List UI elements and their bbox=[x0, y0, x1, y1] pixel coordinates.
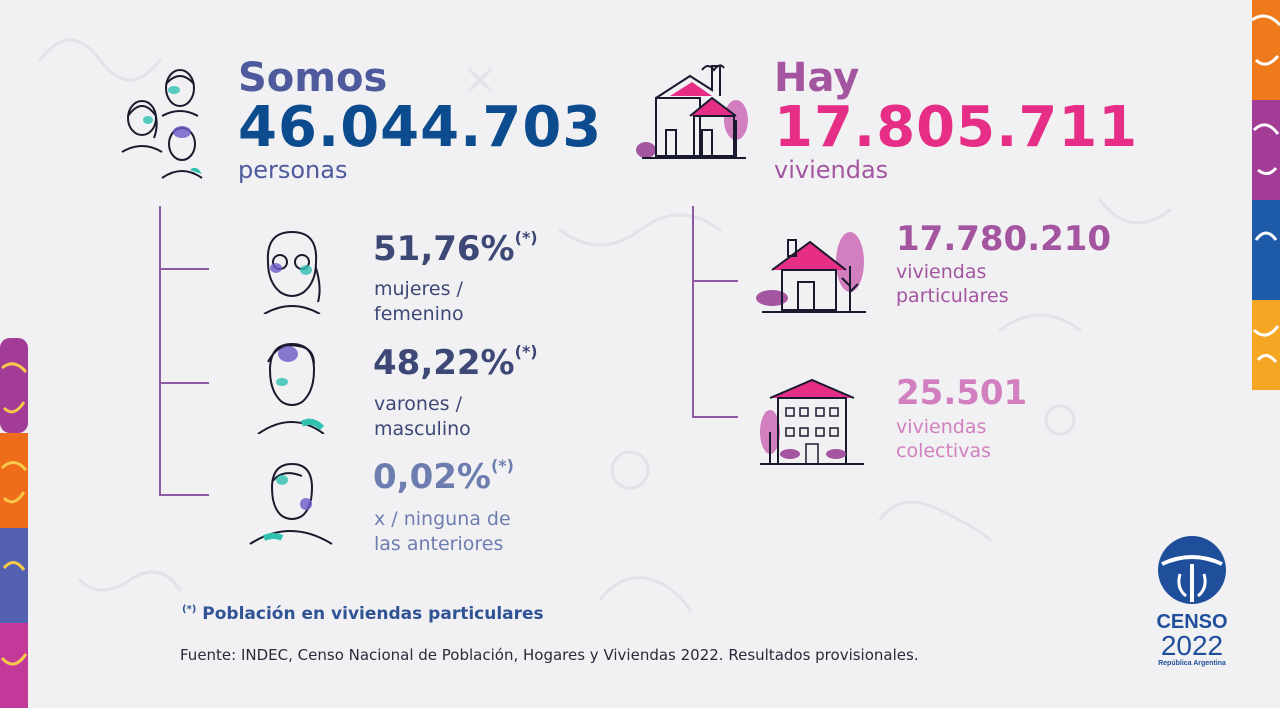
population-tree-branch bbox=[159, 268, 209, 270]
house-icon bbox=[756, 232, 866, 313]
men-label: varones / masculino bbox=[374, 393, 471, 440]
private-dwellings-value: 17.780.210 bbox=[896, 219, 1112, 259]
building-icon bbox=[760, 378, 864, 465]
people-group-icon bbox=[121, 69, 203, 179]
person-x-icon bbox=[249, 462, 333, 545]
men-percent: 48,22%(*) bbox=[373, 342, 538, 383]
housing-total: 17.805.711 bbox=[774, 95, 1139, 160]
population-tree-branch bbox=[159, 494, 209, 496]
housing-tree-branch bbox=[692, 416, 738, 418]
logo-word: CENSO bbox=[1156, 611, 1228, 633]
houses-icon bbox=[636, 64, 748, 159]
women-percent: 51,76%(*) bbox=[373, 228, 538, 269]
collective-dwellings-label: viviendas colectivas bbox=[896, 416, 991, 462]
logo-country: República Argentina bbox=[1158, 660, 1226, 667]
logo-year: 2022 bbox=[1160, 630, 1224, 661]
collective-dwellings-value: 25.501 bbox=[896, 373, 1028, 413]
population-tree-trunk bbox=[159, 206, 161, 496]
censo-logo: CENSO 2022 República Argentina bbox=[1150, 534, 1234, 668]
other-percent: 0,02%(*) bbox=[373, 456, 514, 497]
left-decor-strip bbox=[0, 338, 28, 708]
right-decor-strip bbox=[1252, 0, 1280, 390]
source-note: Fuente: INDEC, Censo Nacional de Poblaci… bbox=[180, 646, 919, 664]
population-tree-branch bbox=[159, 382, 209, 384]
censo-logo-icon bbox=[1158, 536, 1226, 604]
other-label: x / ninguna de las anteriores bbox=[374, 508, 511, 555]
housing-intro: Hay bbox=[774, 55, 860, 101]
woman-icon bbox=[263, 230, 321, 314]
women-label: mujeres / femenino bbox=[374, 278, 464, 325]
private-dwellings-label: viviendas particulares bbox=[896, 261, 1009, 307]
housing-tree-branch bbox=[692, 280, 738, 282]
housing-tree-trunk bbox=[692, 206, 694, 418]
population-total: 46.044.703 bbox=[238, 95, 603, 160]
housing-unit: viviendas bbox=[774, 156, 889, 184]
population-unit: personas bbox=[238, 156, 348, 184]
footnote: (*) Población en viviendas particulares bbox=[182, 604, 544, 624]
man-icon bbox=[257, 342, 325, 434]
population-intro: Somos bbox=[238, 55, 388, 101]
